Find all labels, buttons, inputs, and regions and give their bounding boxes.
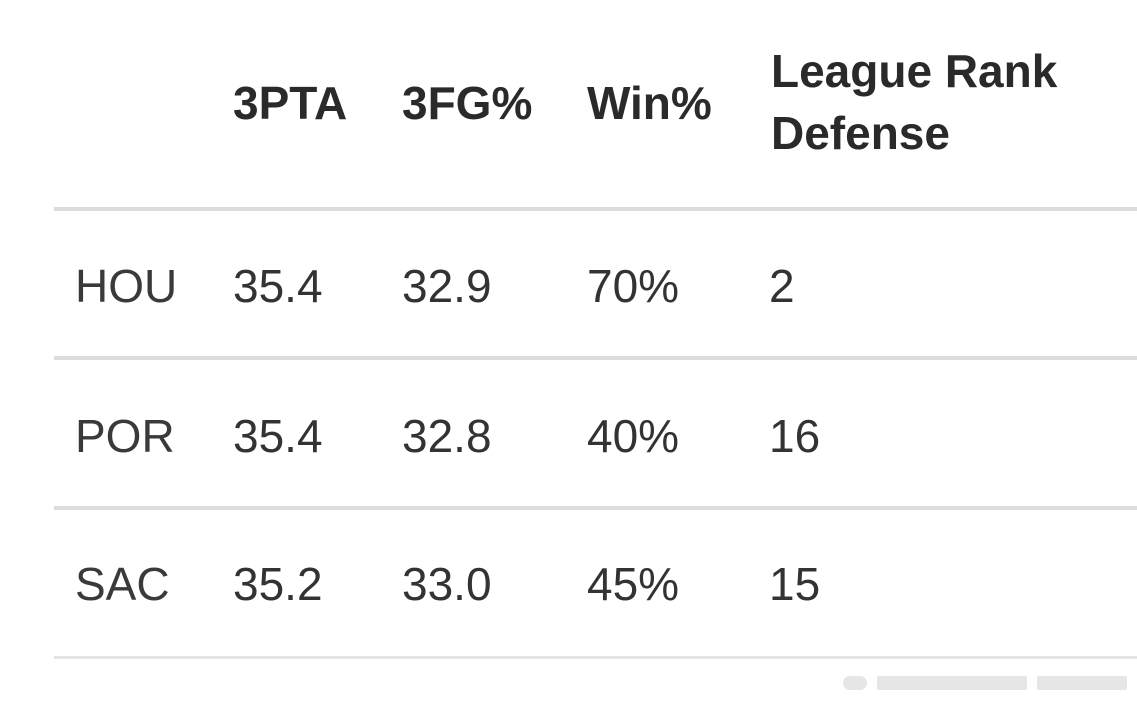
row-win-pct: 40% (587, 410, 680, 462)
row-3pta: 35.2 (233, 558, 323, 610)
row-defense-rank: 15 (769, 558, 821, 610)
watermark-mark (877, 676, 1027, 690)
header-3fg-pct: 3FG% (402, 77, 533, 129)
row-3pta: 35.4 (233, 410, 323, 462)
watermark-logo-icon (843, 676, 867, 690)
row-3fg-pct: 32.9 (402, 260, 492, 312)
row-3fg-pct: 33.0 (402, 558, 492, 610)
header-league-rank: League Rank (771, 45, 1058, 97)
row-win-pct: 70% (587, 260, 680, 312)
row-defense-rank: 2 (769, 260, 795, 312)
header-3pta: 3PTA (233, 77, 348, 129)
row-3fg-pct: 32.8 (402, 410, 492, 462)
row-defense-rank: 16 (769, 410, 821, 462)
row-win-pct: 45% (587, 558, 680, 610)
watermark (843, 662, 1133, 702)
watermark-mark (1037, 676, 1127, 690)
row-divider (54, 356, 1137, 360)
table-bottom-divider (54, 656, 1137, 659)
row-team: HOU (75, 260, 178, 312)
row-divider (54, 506, 1137, 510)
header-defense: Defense (771, 107, 950, 159)
header-win-pct: Win% (587, 77, 712, 129)
row-team: POR (75, 410, 175, 462)
header-divider (54, 207, 1137, 211)
row-team: SAC (75, 558, 170, 610)
row-3pta: 35.4 (233, 260, 323, 312)
